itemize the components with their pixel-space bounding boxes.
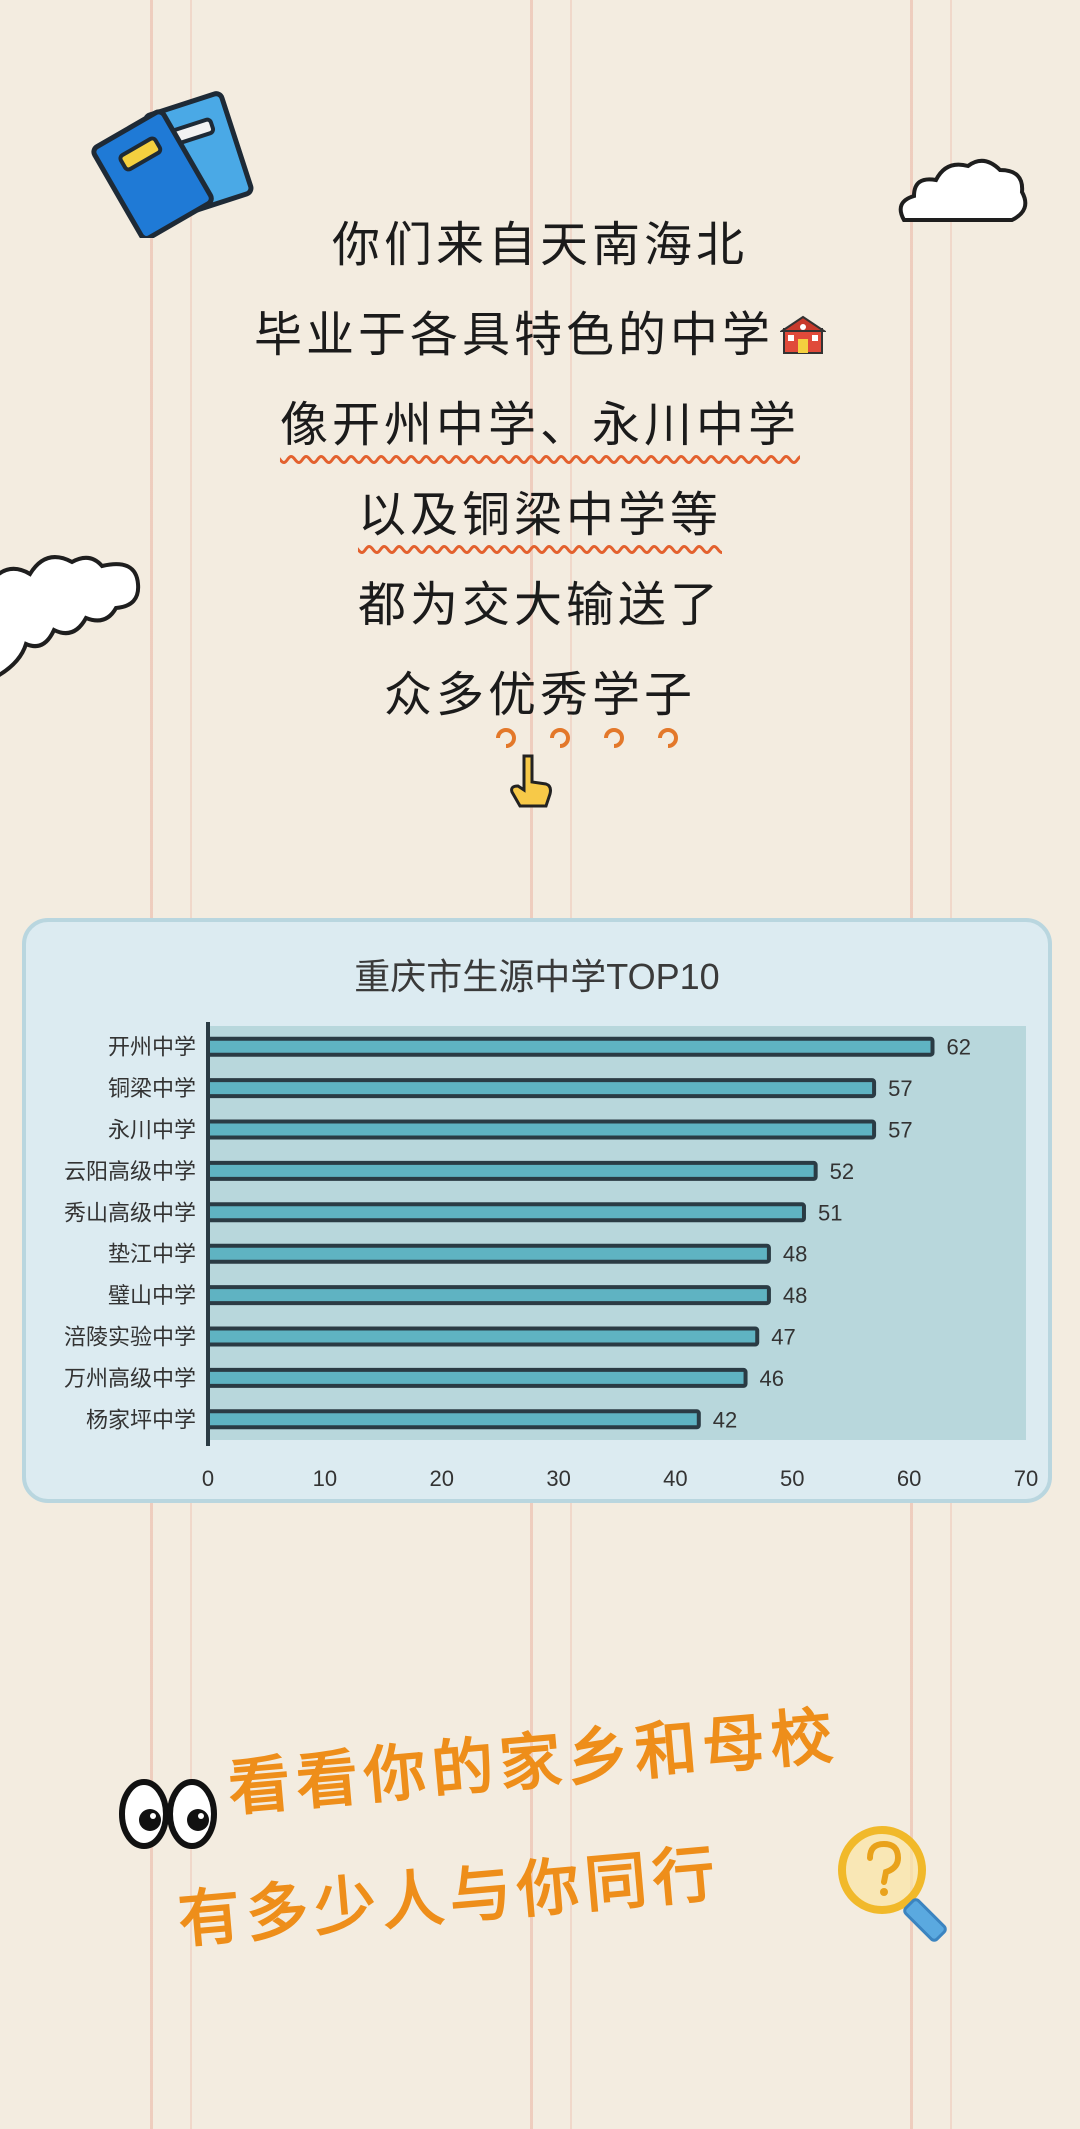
poem-line-2: 毕业于各具特色的中学: [0, 290, 1080, 380]
x-tick-label: 50: [780, 1466, 804, 1491]
school-icon: [780, 315, 826, 354]
bar-3: [206, 1160, 818, 1181]
category-label: 开州中学: [108, 1036, 196, 1061]
bar-7: [206, 1326, 760, 1347]
chart-card: 重庆市生源中学TOP10 开州中学 62 铜梁中学 57 永川中学 57 云阳高级中学 52 秀…: [22, 918, 1052, 1503]
poem-line-4: 以及铜梁中学等: [0, 470, 1080, 560]
bar-chart: 开州中学 62 铜梁中学 57 永川中学 57 云阳高级中学 52 秀山高级中学 51 垫江中学 48…: [64, 1022, 1038, 1491]
poem-line-5: 都为交大输送了: [357, 577, 722, 633]
data-label: 46: [760, 1366, 784, 1391]
x-tick-label: 0: [202, 1466, 214, 1491]
data-label: 48: [783, 1242, 807, 1267]
category-label: 永川中学: [108, 1119, 196, 1144]
category-label: 铜梁中学: [108, 1077, 196, 1102]
poem-line-2-text: 毕业于各具特色的中学: [253, 307, 774, 363]
poem: 你们来自天南海北 毕业于各具特色的中学 像开州中学、永川中学 以及铜梁中学等 都…: [0, 200, 1080, 740]
x-tick-label: 10: [313, 1466, 337, 1491]
x-tick-label: 70: [1014, 1466, 1038, 1491]
chart-title: 重庆市生源中学TOP10: [354, 956, 720, 997]
x-tick-label: 30: [546, 1466, 570, 1491]
bottom-line-1: 看看你的家乡和母校: [225, 1698, 842, 1825]
swirl-icon: [496, 728, 678, 748]
bar-1: [206, 1078, 877, 1099]
bar-6: [206, 1285, 771, 1306]
x-tick-label: 20: [429, 1466, 453, 1491]
data-label: 62: [947, 1035, 971, 1060]
data-label: 57: [888, 1076, 912, 1101]
poem-line-3: 像开州中学、永川中学: [0, 380, 1080, 470]
pointing-hand-icon: [510, 754, 552, 808]
category-label: 涪陵实验中学: [64, 1326, 196, 1351]
poem-line-1: 你们来自天南海北: [331, 217, 748, 273]
bar-9: [206, 1409, 701, 1430]
data-label: 52: [830, 1159, 854, 1184]
cloud-icon: [898, 158, 1028, 222]
category-label: 万州高级中学: [64, 1367, 196, 1392]
bar-4: [206, 1202, 806, 1223]
eyes-icon: [119, 1779, 217, 1849]
data-label: 48: [783, 1283, 807, 1308]
poem-line-6: 众多优秀学子: [383, 667, 696, 723]
cloud-icon: [0, 555, 141, 677]
books-icon: [91, 91, 254, 238]
bar-5: [206, 1243, 771, 1264]
data-label: 51: [818, 1200, 842, 1225]
category-label: 云阳高级中学: [64, 1160, 196, 1185]
category-label: 垫江中学: [108, 1243, 196, 1268]
x-tick-label: 40: [663, 1466, 687, 1491]
data-label: 42: [713, 1407, 737, 1432]
magnifier-question-icon: [838, 1826, 947, 1942]
bar-0: [206, 1036, 935, 1057]
bottom-line-2: 有多少人与你同行: [175, 1836, 724, 1957]
category-label: 璧山中学: [108, 1284, 196, 1309]
poem-line-4-text: 以及铜梁中学等: [357, 487, 722, 543]
category-label: 杨家坪中学: [86, 1408, 196, 1433]
poem-line-3-text: 像开州中学、永川中学: [279, 397, 800, 453]
x-tick-label: 60: [897, 1466, 921, 1491]
data-label: 47: [771, 1325, 795, 1350]
data-label: 57: [888, 1118, 912, 1143]
bar-2: [206, 1119, 877, 1140]
category-label: 秀山高级中学: [64, 1201, 196, 1226]
bar-8: [206, 1367, 748, 1388]
